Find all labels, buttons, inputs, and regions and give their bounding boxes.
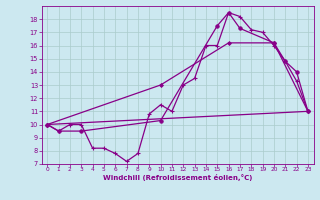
X-axis label: Windchill (Refroidissement éolien,°C): Windchill (Refroidissement éolien,°C) (103, 174, 252, 181)
